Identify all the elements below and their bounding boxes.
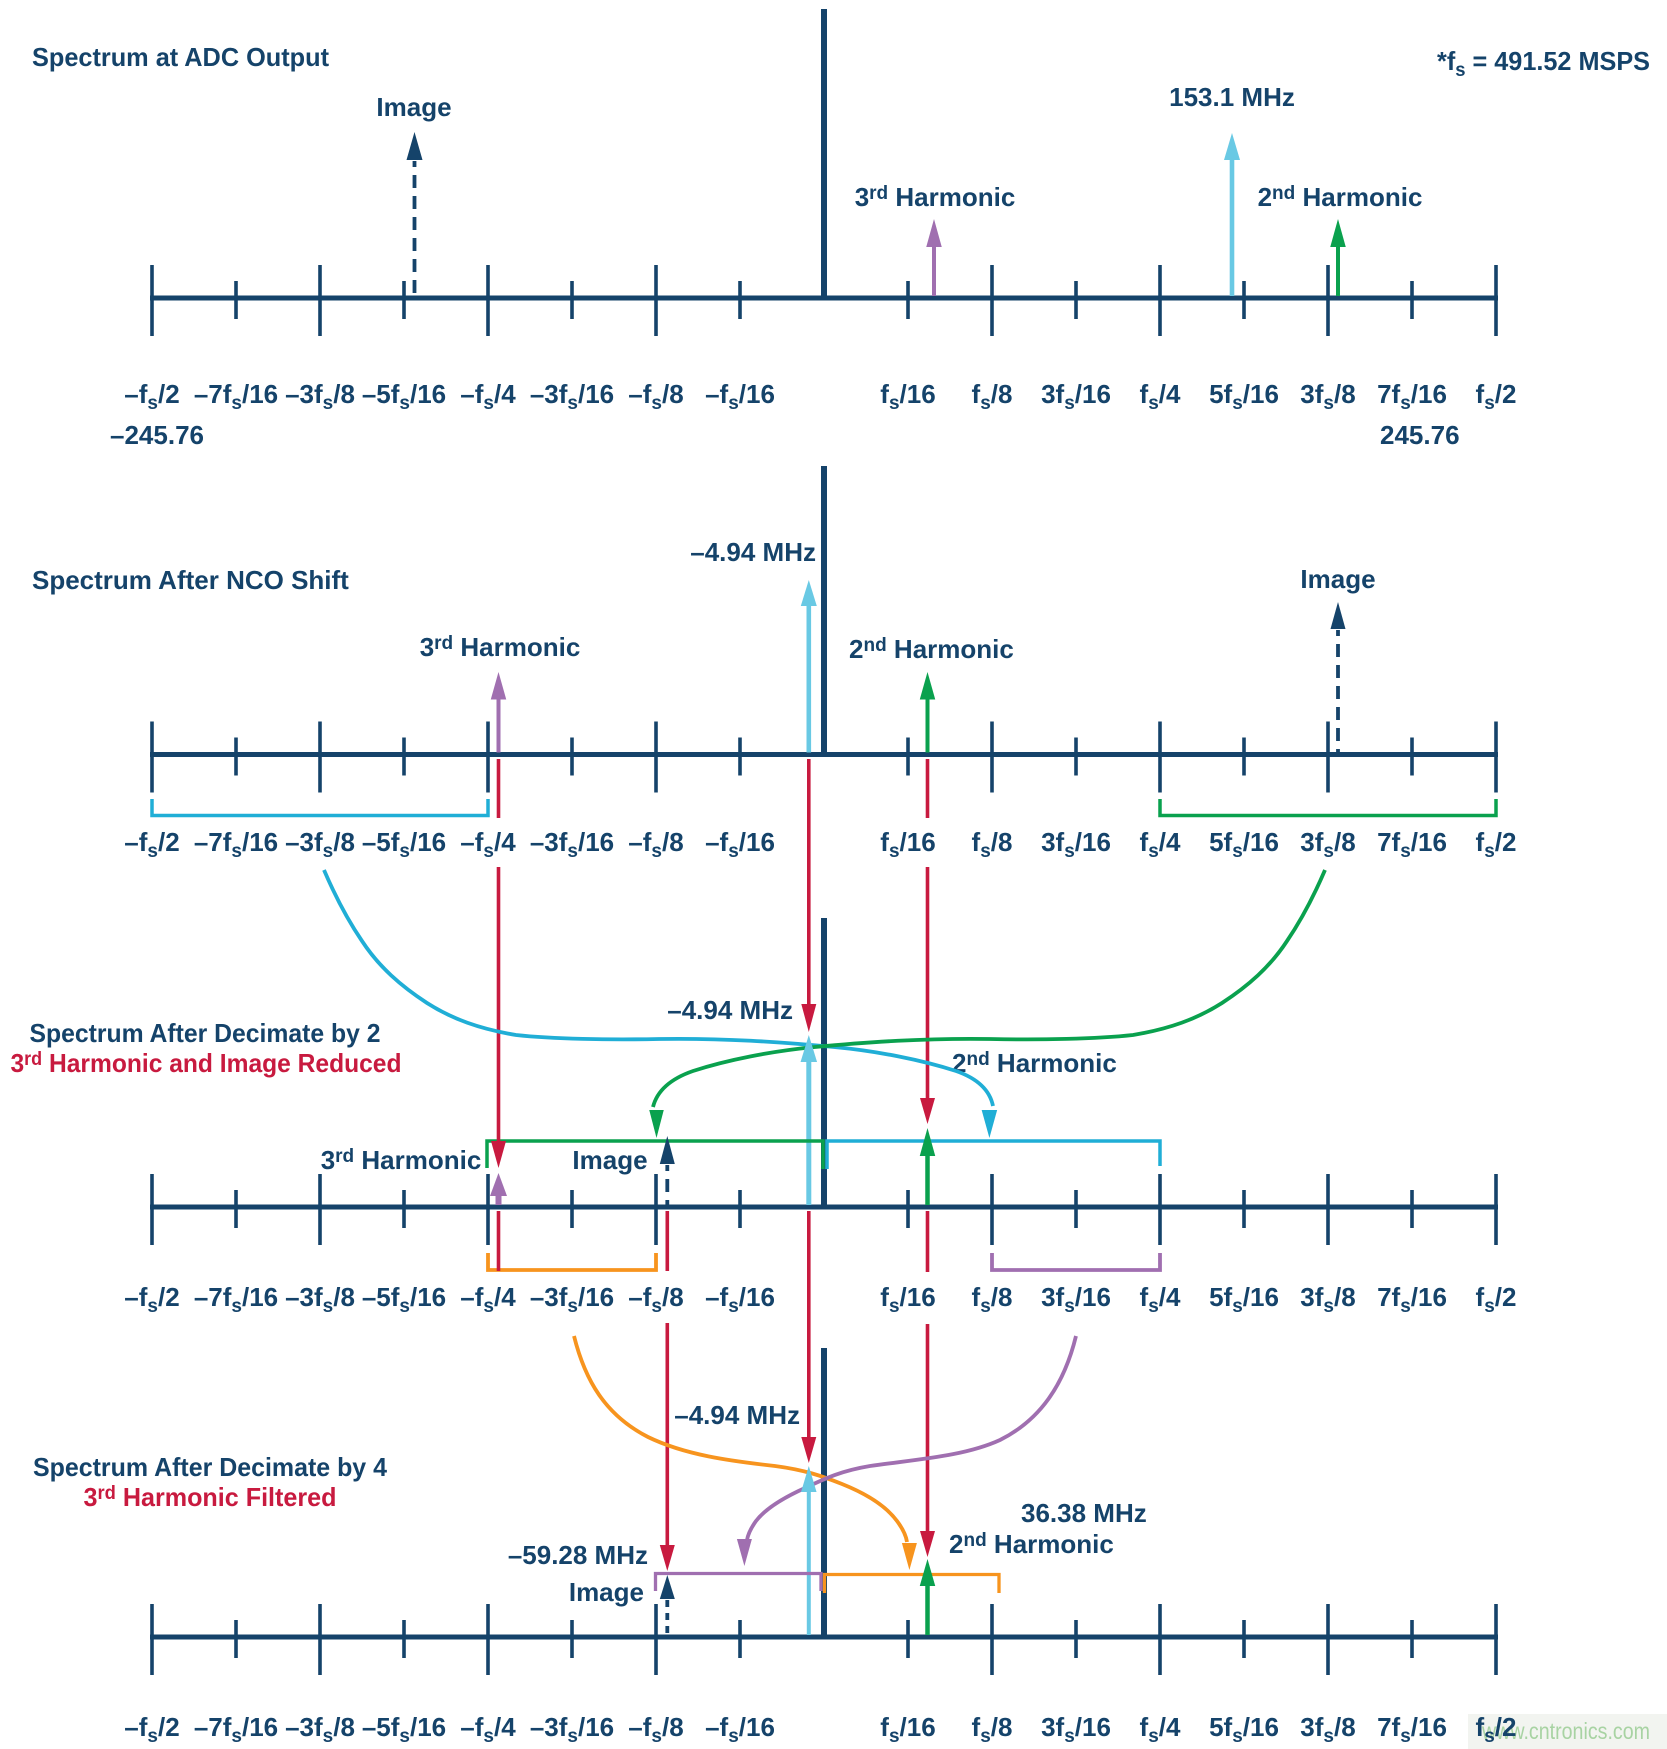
svg-text:–fs/16: –fs/16 <box>705 1282 775 1317</box>
svg-text:Spectrum After Decimate by 4: Spectrum After Decimate by 4 <box>33 1452 388 1482</box>
svg-text:*fs = 491.52 MSPS: *fs = 491.52 MSPS <box>1437 46 1650 81</box>
svg-text:153.1 MHz: 153.1 MHz <box>1169 82 1295 112</box>
svg-text:fs/16: fs/16 <box>880 379 935 414</box>
svg-text:–fs/8: –fs/8 <box>628 1282 683 1317</box>
svg-text:–59.28 MHz: –59.28 MHz <box>508 1540 648 1570</box>
svg-text:fs/8: fs/8 <box>972 1712 1013 1747</box>
svg-text:–5fs/16: –5fs/16 <box>362 1282 446 1317</box>
svg-text:fs/8: fs/8 <box>972 1282 1013 1317</box>
svg-text:5fs/16: 5fs/16 <box>1209 827 1279 862</box>
svg-text:–3fs/8: –3fs/8 <box>285 1282 355 1317</box>
svg-text:2nd Harmonic: 2nd Harmonic <box>949 1529 1114 1559</box>
svg-text:fs/16: fs/16 <box>880 827 935 862</box>
svg-text:3fs/16: 3fs/16 <box>1041 379 1111 414</box>
svg-text:Image: Image <box>569 1577 644 1607</box>
svg-text:–245.76: –245.76 <box>110 420 204 450</box>
svg-text:–3fs/8: –3fs/8 <box>285 1712 355 1747</box>
svg-text:3rd Harmonic and Image Reduced: 3rd Harmonic and Image Reduced <box>11 1048 402 1078</box>
svg-text:5fs/16: 5fs/16 <box>1209 1282 1279 1317</box>
svg-text:–5fs/16: –5fs/16 <box>362 1712 446 1747</box>
svg-text:fs/4: fs/4 <box>1140 379 1181 414</box>
svg-text:–fs/4: –fs/4 <box>460 827 516 862</box>
svg-text:–fs/16: –fs/16 <box>705 379 775 414</box>
svg-text:5fs/16: 5fs/16 <box>1209 1712 1279 1747</box>
svg-text:fs/16: fs/16 <box>880 1712 935 1747</box>
svg-text:Spectrum After NCO Shift: Spectrum After NCO Shift <box>32 565 349 595</box>
svg-text:5fs/16: 5fs/16 <box>1209 379 1279 414</box>
svg-text:–3fs/8: –3fs/8 <box>285 379 355 414</box>
svg-text:fs/16: fs/16 <box>880 1282 935 1317</box>
svg-text:–fs/8: –fs/8 <box>628 379 683 414</box>
svg-text:–fs/16: –fs/16 <box>705 827 775 862</box>
svg-text:–7fs/16: –7fs/16 <box>194 379 278 414</box>
svg-text:–4.94 MHz: –4.94 MHz <box>667 995 793 1025</box>
svg-text:–7fs/16: –7fs/16 <box>194 827 278 862</box>
svg-text:Image: Image <box>376 92 451 122</box>
svg-text:fs/4: fs/4 <box>1140 1712 1181 1747</box>
svg-text:fs/8: fs/8 <box>972 827 1013 862</box>
svg-text:fs/4: fs/4 <box>1140 827 1181 862</box>
svg-text:7fs/16: 7fs/16 <box>1377 1712 1447 1747</box>
svg-text:7fs/16: 7fs/16 <box>1377 1282 1447 1317</box>
svg-text:245.76: 245.76 <box>1380 420 1460 450</box>
svg-text:Image: Image <box>1300 564 1375 594</box>
svg-text:–3fs/16: –3fs/16 <box>530 1282 614 1317</box>
svg-text:fs/4: fs/4 <box>1140 1282 1181 1317</box>
svg-text:fs/2: fs/2 <box>1476 827 1517 862</box>
svg-text:–3fs/8: –3fs/8 <box>285 827 355 862</box>
svg-text:–4.94 MHz: –4.94 MHz <box>674 1400 800 1430</box>
svg-text:Spectrum at ADC Output: Spectrum at ADC Output <box>32 42 329 72</box>
svg-text:3fs/16: 3fs/16 <box>1041 827 1111 862</box>
svg-text:–fs/4: –fs/4 <box>460 379 516 414</box>
svg-text:–fs/8: –fs/8 <box>628 827 683 862</box>
svg-text:3rd Harmonic Filtered: 3rd Harmonic Filtered <box>84 1482 337 1512</box>
svg-text:–fs/16: –fs/16 <box>705 1712 775 1747</box>
svg-text:3fs/16: 3fs/16 <box>1041 1712 1111 1747</box>
svg-text:–4.94 MHz: –4.94 MHz <box>690 537 816 567</box>
svg-text:3fs/16: 3fs/16 <box>1041 1282 1111 1317</box>
svg-text:www.cntronics.com: www.cntronics.com <box>1481 1718 1650 1744</box>
svg-text:2nd Harmonic: 2nd Harmonic <box>1258 182 1423 212</box>
svg-text:3fs/8: 3fs/8 <box>1300 827 1355 862</box>
svg-text:Image: Image <box>572 1145 647 1175</box>
svg-text:fs/2: fs/2 <box>1476 1712 1517 1747</box>
svg-text:fs/2: fs/2 <box>1476 379 1517 414</box>
svg-text:2nd Harmonic: 2nd Harmonic <box>952 1048 1117 1078</box>
svg-text:7fs/16: 7fs/16 <box>1377 827 1447 862</box>
svg-text:36.38 MHz: 36.38 MHz <box>1021 1498 1147 1528</box>
svg-text:Spectrum After Decimate by 2: Spectrum After Decimate by 2 <box>30 1018 381 1048</box>
svg-text:fs/2: fs/2 <box>1476 1282 1517 1317</box>
svg-text:7fs/16: 7fs/16 <box>1377 379 1447 414</box>
svg-text:3fs/8: 3fs/8 <box>1300 1282 1355 1317</box>
svg-text:3fs/8: 3fs/8 <box>1300 1712 1355 1747</box>
svg-text:–3fs/16: –3fs/16 <box>530 379 614 414</box>
svg-text:fs/8: fs/8 <box>972 379 1013 414</box>
